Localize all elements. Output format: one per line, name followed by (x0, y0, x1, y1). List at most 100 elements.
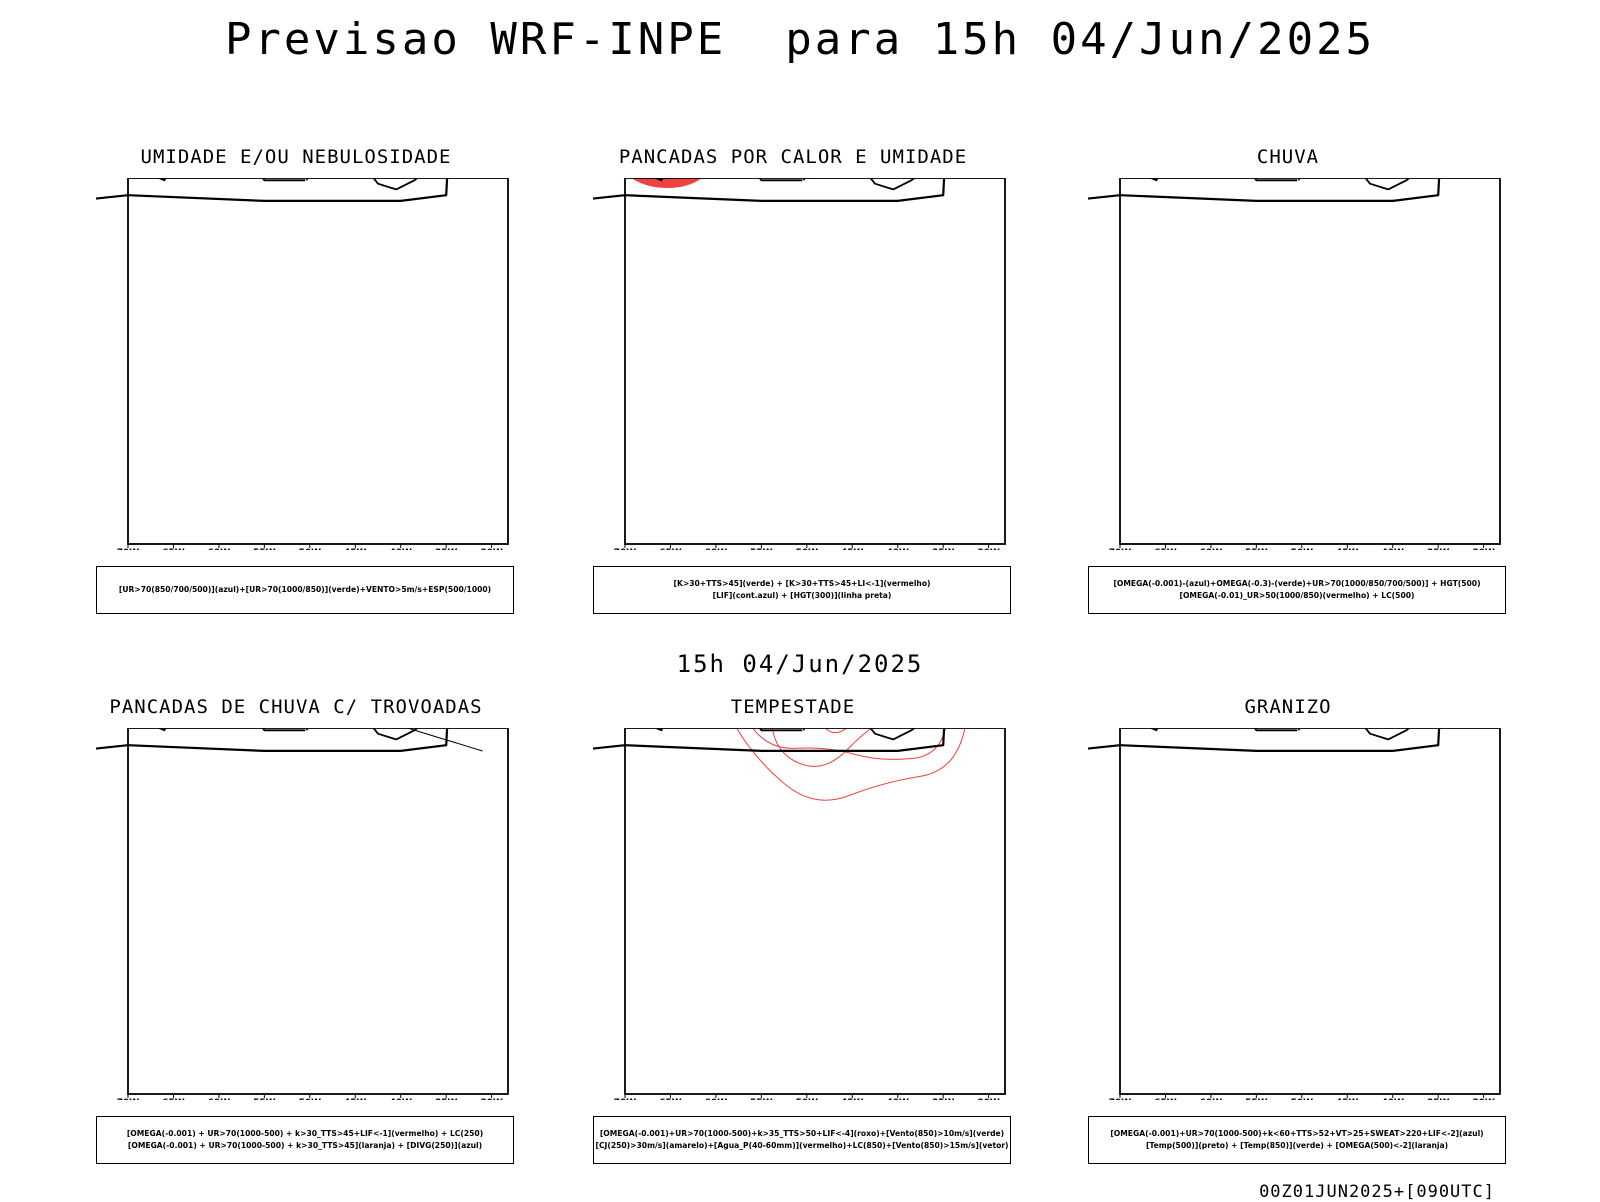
map-border (624, 178, 1006, 545)
lon-label: 65W (659, 1098, 682, 1100)
panel-title: PANCADAS DE CHUVA C/ TROVOADAS (109, 696, 483, 718)
map-frame: 12S15S18S21S24S27S30S33S36S39S42S70W65W6… (614, 178, 1006, 550)
map-frame: 12S15S18S21S24S27S30S33S36S39S42S70W65W6… (1109, 178, 1501, 550)
lon-label: 70W (1109, 1098, 1132, 1100)
lon-label: 30W (480, 548, 503, 550)
lon-label: 30W (977, 548, 1000, 550)
legend-line: [Temp(500)](preto) + [Temp(850)](verde) … (1145, 1141, 1449, 1150)
legend-line: [UR>70(850/700/500)](azul)+[UR>70(1000/8… (118, 585, 492, 594)
basemap (96, 178, 449, 202)
lon-label: 40W (1382, 548, 1405, 550)
lon-label: 50W (1291, 1098, 1314, 1100)
lon-label: 35W (932, 548, 955, 550)
map-pancadas-calor: 9600960096009520952095209440944094409360… (593, 178, 1006, 550)
lon-label: 50W (796, 548, 819, 550)
map-border (1119, 728, 1501, 1095)
map-tempestade: 12S15S18S21S24S27S30S33S36S39S42S70W65W6… (593, 728, 1006, 1100)
border-line (261, 728, 306, 732)
lon-label: 60W (208, 548, 231, 550)
lon-label: 45W (1336, 1098, 1359, 1100)
lon-label: 50W (299, 548, 322, 550)
lon-label: 55W (750, 1098, 773, 1100)
lon-label: 35W (932, 1098, 955, 1100)
border-line (1253, 178, 1298, 182)
lon-label: 45W (344, 548, 367, 550)
lc850-contour (752, 728, 946, 760)
legend-line: [K>30+TTS>45](verde) + [K>30+TTS>45+LI<-… (673, 579, 931, 588)
basemap (96, 728, 449, 752)
lon-label: 40W (390, 548, 413, 550)
lon-label: 30W (1472, 548, 1495, 550)
map-frame: 12S15S18S21S24S27S30S33S36S39S42S70W65W6… (117, 178, 509, 550)
lon-label: 70W (117, 1098, 140, 1100)
lon-label: 45W (1336, 548, 1359, 550)
legend-line: [OMEGA(-0.001)+UR>70(1000-500)+k<60+TTS>… (1110, 1129, 1484, 1138)
panel-chuva: CHUVA 5855765795735705675645615555525465… (1068, 146, 1508, 628)
basemap (593, 728, 946, 752)
map-trovoadas: 12S15S18S21S24S27S30S33S36S39S42S70W65W6… (96, 728, 509, 1100)
lon-label: 70W (614, 548, 637, 550)
border-line (869, 178, 916, 191)
lon-label: 40W (1382, 1098, 1405, 1100)
panel-granizo: GRANIZO -12-12-15-18-18-21-271215159912S… (1068, 696, 1508, 1178)
border-line (261, 178, 306, 182)
legend-granizo: [OMEGA(-0.001)+UR>70(1000-500)+k<60+TTS>… (1088, 1116, 1506, 1164)
map-granizo: -12-12-15-18-18-21-271215159912S15S18S21… (1088, 728, 1501, 1100)
lon-label: 65W (162, 1098, 185, 1100)
legend-line: [CJ(250)>30m/s](amarelo)+[Agua_P(40-60mm… (595, 1141, 1009, 1150)
border-line (1364, 178, 1411, 191)
map-border (127, 728, 509, 1095)
instability-li (631, 178, 702, 188)
border-line (869, 728, 916, 741)
lon-label: 45W (841, 548, 864, 550)
lon-label: 70W (614, 1098, 637, 1100)
lon-label: 60W (705, 548, 728, 550)
fields: 9600960096009520952095209440944094409360… (631, 178, 817, 188)
map-umidade: 1012101210161016101210121008100410041004… (96, 178, 509, 550)
lon-label: 30W (977, 1098, 1000, 1100)
lon-label: 60W (1200, 1098, 1223, 1100)
map-border (1119, 178, 1501, 545)
basemap (1088, 178, 1441, 202)
legend-line: [OMEGA(-0.01)_UR>50(1000/850)(vermelho) … (1179, 591, 1415, 600)
border-line (1253, 728, 1298, 732)
lon-label: 55W (1245, 548, 1268, 550)
lon-label: 55W (253, 1098, 276, 1100)
lc850-contour (736, 728, 966, 801)
panel-title: UMIDADE E/OU NEBULOSIDADE (140, 146, 452, 168)
legend-pancadas-calor: [K>30+TTS>45](verde) + [K>30+TTS>45+LI<-… (593, 566, 1011, 614)
legend-chuva: [OMEGA(-0.001)-(azul)+OMEGA(-0.3)-(verde… (1088, 566, 1506, 614)
lon-label: 50W (299, 1098, 322, 1100)
lon-label: 50W (796, 1098, 819, 1100)
legend-line: [OMEGA(-0.001) + UR>70(1000-500) + k>30_… (126, 1129, 484, 1138)
lon-label: 45W (841, 1098, 864, 1100)
panel-trovoadas: PANCADAS DE CHUVA C/ TROVOADAS 12S15S18S… (76, 696, 516, 1178)
lon-label: 60W (1200, 548, 1223, 550)
panel-title: PANCADAS POR CALOR E UMIDADE (618, 146, 968, 168)
fields (736, 728, 966, 801)
map-chuva: 5855765795735705675645615555525465375795… (1088, 178, 1501, 550)
panel-umidade: UMIDADE E/OU NEBULOSIDADE 10121012101610… (76, 146, 516, 628)
lon-label: 55W (750, 548, 773, 550)
lon-label: 35W (1427, 1098, 1450, 1100)
legend-line: [OMEGA(-0.001)+UR>70(1000-500)+k>35_TTS>… (599, 1129, 1005, 1138)
lon-label: 65W (1154, 1098, 1177, 1100)
border-line (758, 178, 803, 182)
legend-tempestade: [OMEGA(-0.001)+UR>70(1000-500)+k>35_TTS>… (593, 1116, 1011, 1164)
lon-label: 45W (344, 1098, 367, 1100)
main-title: Previsao WRF-INPE para 15h 04/Jun/2025 (224, 14, 1376, 65)
legend-line: [LIF](cont.azul) + [HGT(300)](linha pret… (712, 591, 892, 600)
map-frame: 12S15S18S21S24S27S30S33S36S39S42S70W65W6… (1109, 728, 1501, 1100)
border-line (372, 728, 419, 741)
panel-title: CHUVA (1256, 146, 1320, 168)
lon-label: 30W (480, 1098, 503, 1100)
panel-title: TEMPESTADE (730, 696, 856, 718)
lon-label: 65W (162, 548, 185, 550)
lon-label: 65W (659, 548, 682, 550)
legend-trovoadas: [OMEGA(-0.001) + UR>70(1000-500) + k>30_… (96, 1116, 514, 1164)
lon-label: 35W (1427, 548, 1450, 550)
border-line (1364, 728, 1411, 741)
border-line (372, 178, 419, 191)
lon-label: 65W (1154, 548, 1177, 550)
legend-line: [OMEGA(-0.001) + UR>70(1000-500) + k>30_… (127, 1141, 483, 1150)
